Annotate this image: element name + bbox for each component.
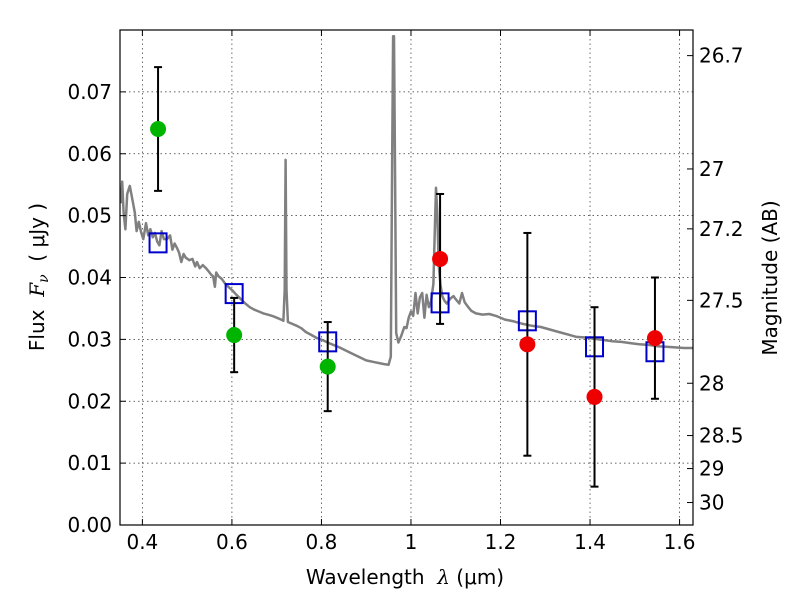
nir-data-point [586, 388, 603, 405]
y2-tick-label: 29 [699, 457, 724, 481]
y-tick-label: 0.04 [67, 266, 112, 290]
y-tick-label: 0.02 [67, 389, 112, 413]
axis-ticks: 0.4 0.6 0.8 1 1.2 1.4 1.6 0.00 0.01 0.02 0.03 0.04 0… [67, 30, 744, 554]
y-tick-label: 0.03 [67, 327, 112, 351]
optical-data-point [226, 327, 243, 344]
x-tick-label: 0.6 [216, 530, 248, 554]
plot-area [120, 34, 693, 488]
x-tick-label: 1.6 [664, 530, 696, 554]
y-axis-label: Flux Fν ( μJy ) [25, 203, 52, 351]
nir-data-point [519, 336, 536, 353]
x-tick-label: 1.4 [574, 530, 606, 554]
y2-axis-label: Magnitude (AB) [758, 200, 782, 355]
x-tick-label: 1 [405, 530, 418, 554]
y-tick-label: 0.01 [67, 451, 112, 475]
y-tick-label: 0.00 [67, 513, 112, 537]
x-tick-label: 0.4 [126, 530, 158, 554]
y2-tick-label: 27.5 [699, 288, 744, 312]
optical-data-point [319, 358, 336, 375]
y2-tick-label: 30 [699, 491, 724, 515]
x-tick-label: 1.2 [485, 530, 517, 554]
y2-tick-label: 27 [699, 157, 724, 181]
y2-tick-label: 26.7 [699, 44, 744, 68]
nir-data-point [646, 330, 663, 347]
model-sed-line [120, 34, 693, 366]
grid [120, 30, 693, 526]
y2-tick-label: 28.5 [699, 424, 744, 448]
y2-tick-label: 28 [699, 371, 724, 395]
y-tick-label: 0.05 [67, 204, 112, 228]
optical-data-point [150, 121, 167, 137]
y-tick-label: 0.07 [67, 80, 112, 104]
y-tick-label: 0.06 [67, 142, 112, 166]
x-tick-label: 0.8 [306, 530, 338, 554]
y2-tick-label: 27.2 [699, 217, 744, 241]
x-axis-label: Wavelength λ (μm) [306, 565, 504, 589]
model-photometry-square [148, 232, 168, 254]
nir-data-point [432, 250, 449, 267]
